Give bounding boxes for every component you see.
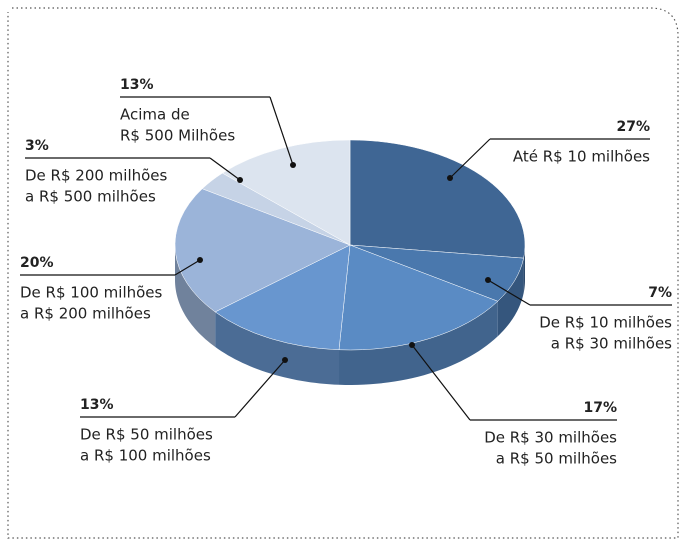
leader-line bbox=[411, 344, 617, 421]
slice-side bbox=[339, 301, 498, 385]
leader-dot bbox=[282, 357, 288, 363]
slice bbox=[338, 244, 499, 351]
category-label: a R$ 30 milhões bbox=[551, 335, 672, 353]
category-label: a R$ 50 milhões bbox=[496, 450, 617, 468]
category-label: De R$ 100 milhões bbox=[20, 284, 163, 302]
value-label: 27% bbox=[616, 119, 650, 135]
slice-side bbox=[497, 258, 524, 337]
leader-line bbox=[120, 96, 294, 166]
value-label: 13% bbox=[120, 77, 154, 93]
category-label: De R$ 30 milhões bbox=[484, 429, 617, 447]
value-label: 3% bbox=[25, 138, 49, 154]
leader-line bbox=[20, 259, 201, 276]
value-label: 13% bbox=[80, 397, 114, 413]
category-label: De R$ 200 milhões bbox=[25, 167, 168, 185]
category-label: R$ 500 Milhões bbox=[120, 127, 235, 145]
leader-dot bbox=[237, 177, 243, 183]
leader-dot bbox=[485, 277, 491, 283]
category-label: De R$ 10 milhões bbox=[539, 314, 672, 332]
slice bbox=[349, 139, 526, 259]
leader-dot bbox=[197, 257, 203, 263]
leader-line bbox=[80, 359, 286, 418]
category-label: a R$ 100 milhões bbox=[80, 447, 211, 465]
slice bbox=[221, 139, 351, 246]
value-label: 17% bbox=[583, 400, 617, 416]
frame bbox=[7, 7, 679, 539]
value-label: 7% bbox=[648, 285, 672, 301]
category-label: a R$ 500 milhões bbox=[25, 188, 156, 206]
slice-side bbox=[175, 245, 216, 347]
category-label: a R$ 200 milhões bbox=[20, 305, 151, 323]
leader-line bbox=[449, 138, 650, 179]
category-label: Acima de bbox=[120, 106, 190, 124]
slice bbox=[214, 244, 351, 351]
value-label: 20% bbox=[20, 255, 54, 271]
leader-line bbox=[25, 157, 241, 181]
category-label: De R$ 50 milhões bbox=[80, 426, 213, 444]
leader-line bbox=[487, 279, 672, 306]
category-label: Até R$ 10 milhões bbox=[513, 148, 650, 166]
slice-side bbox=[215, 311, 340, 385]
slice bbox=[174, 188, 351, 313]
leader-dot bbox=[409, 342, 415, 348]
leader-dot bbox=[290, 162, 296, 168]
leader-dot bbox=[447, 175, 453, 181]
